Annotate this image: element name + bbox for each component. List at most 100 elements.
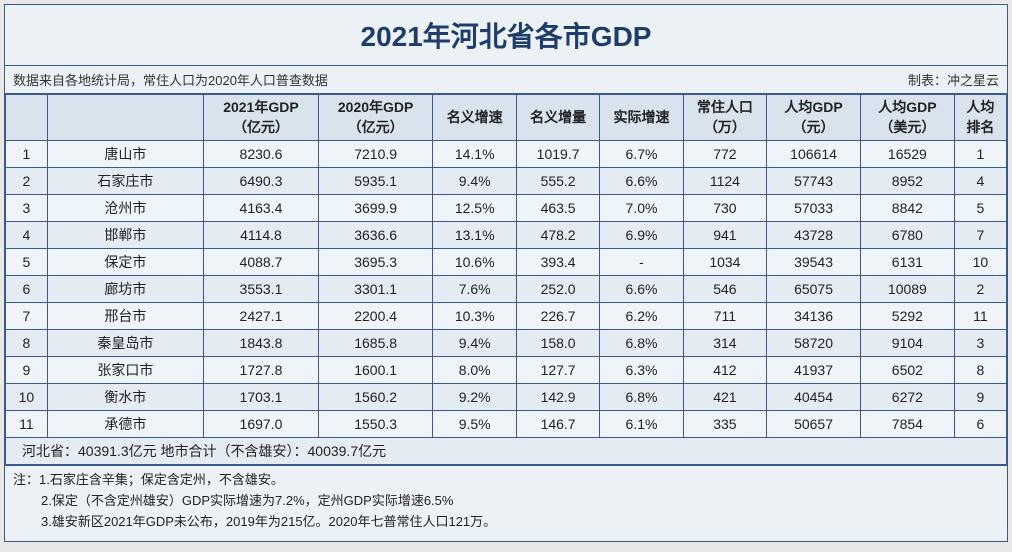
title-bar: 2021年河北省各市GDP [5, 5, 1007, 66]
cell-pop: 546 [683, 276, 766, 303]
cell-nomincr: 478.2 [516, 222, 599, 249]
cell-rank: 6 [6, 276, 48, 303]
cell-nomgrow: 9.4% [433, 168, 516, 195]
cell-pcgdp-usd: 6272 [860, 384, 954, 411]
cell-gdp21: 3553.1 [204, 276, 319, 303]
cell-nomgrow: 12.5% [433, 195, 516, 222]
cell-gdp20: 5935.1 [318, 168, 433, 195]
cell-gdp20: 3301.1 [318, 276, 433, 303]
table-row: 4邯郸市4114.83636.613.1%478.26.9%9414372867… [6, 222, 1007, 249]
source-text: 数据来自各地统计局，常住人口为2020年人口普查数据 [13, 70, 328, 89]
cell-pcrank: 5 [954, 195, 1006, 222]
cell-realgrow: 6.6% [600, 276, 683, 303]
gdp-table: 2021年GDP（亿元） 2020年GDP（亿元） 名义增速 名义增量 实际增速… [5, 94, 1007, 465]
cell-nomincr: 142.9 [516, 384, 599, 411]
cell-city: 秦皇岛市 [47, 330, 203, 357]
cell-pcgdp-usd: 6780 [860, 222, 954, 249]
cell-pcgdp-cny: 50657 [767, 411, 861, 438]
cell-realgrow: 7.0% [600, 195, 683, 222]
credit-text: 制表：冲之星云 [908, 70, 999, 89]
cell-nomgrow: 10.3% [433, 303, 516, 330]
cell-nomgrow: 7.6% [433, 276, 516, 303]
cell-realgrow: 6.8% [600, 330, 683, 357]
cell-nomincr: 146.7 [516, 411, 599, 438]
cell-gdp21: 1843.8 [204, 330, 319, 357]
cell-pcrank: 3 [954, 330, 1006, 357]
table-row: 8秦皇岛市1843.81685.89.4%158.06.8%3145872091… [6, 330, 1007, 357]
cell-rank: 2 [6, 168, 48, 195]
cell-gdp20: 1600.1 [318, 357, 433, 384]
cell-pcrank: 7 [954, 222, 1006, 249]
cell-gdp21: 1697.0 [204, 411, 319, 438]
cell-pcgdp-cny: 39543 [767, 249, 861, 276]
cell-city: 廊坊市 [47, 276, 203, 303]
cell-pcrank: 2 [954, 276, 1006, 303]
cell-gdp21: 4088.7 [204, 249, 319, 276]
cell-pop: 711 [683, 303, 766, 330]
cell-nomincr: 252.0 [516, 276, 599, 303]
table-row: 10衡水市1703.11560.29.2%142.96.8%4214045462… [6, 384, 1007, 411]
cell-pcgdp-cny: 34136 [767, 303, 861, 330]
cell-gdp21: 8230.6 [204, 141, 319, 168]
cell-city: 邯郸市 [47, 222, 203, 249]
table-row: 11承德市1697.01550.39.5%146.76.1%3355065778… [6, 411, 1007, 438]
cell-pcgdp-cny: 41937 [767, 357, 861, 384]
cell-pcgdp-usd: 6502 [860, 357, 954, 384]
table-row: 3沧州市4163.43699.912.5%463.57.0%7305703388… [6, 195, 1007, 222]
table-header: 2021年GDP（亿元） 2020年GDP（亿元） 名义增速 名义增量 实际增速… [6, 95, 1007, 141]
cell-rank: 5 [6, 249, 48, 276]
cell-city: 沧州市 [47, 195, 203, 222]
cell-nomgrow: 14.1% [433, 141, 516, 168]
cell-realgrow: 6.8% [600, 384, 683, 411]
cell-gdp20: 3695.3 [318, 249, 433, 276]
cell-pcgdp-cny: 58720 [767, 330, 861, 357]
cell-realgrow: 6.7% [600, 141, 683, 168]
cell-city: 保定市 [47, 249, 203, 276]
note-1: 1.石家庄含辛集；保定含定州，不含雄安。 [39, 472, 284, 487]
table-row: 2石家庄市6490.35935.19.4%555.26.6%1124577438… [6, 168, 1007, 195]
cell-rank: 3 [6, 195, 48, 222]
cell-city: 承德市 [47, 411, 203, 438]
table-row: 7邢台市2427.12200.410.3%226.76.2%7113413652… [6, 303, 1007, 330]
cell-rank: 9 [6, 357, 48, 384]
cell-gdp21: 4163.4 [204, 195, 319, 222]
cell-city: 唐山市 [47, 141, 203, 168]
cell-realgrow: 6.3% [600, 357, 683, 384]
cell-realgrow: 6.6% [600, 168, 683, 195]
note-line-1: 注：1.石家庄含辛集；保定含定州，不含雄安。 [13, 470, 999, 491]
cell-nomgrow: 9.4% [433, 330, 516, 357]
cell-rank: 11 [6, 411, 48, 438]
cell-gdp20: 1685.8 [318, 330, 433, 357]
note-line-2: 2.保定（不含定州雄安）GDP实际增速为7.2%，定州GDP实际增速6.5% [13, 491, 999, 512]
cell-pop: 941 [683, 222, 766, 249]
cell-pcrank: 10 [954, 249, 1006, 276]
info-row: 数据来自各地统计局，常住人口为2020年人口普查数据 制表：冲之星云 [5, 66, 1007, 94]
cell-realgrow: 6.1% [600, 411, 683, 438]
cell-pcgdp-cny: 65075 [767, 276, 861, 303]
table-row: 1唐山市8230.67210.914.1%1019.76.7%772106614… [6, 141, 1007, 168]
cell-pcrank: 6 [954, 411, 1006, 438]
cell-rank: 4 [6, 222, 48, 249]
cell-pcgdp-usd: 8842 [860, 195, 954, 222]
cell-pcrank: 9 [954, 384, 1006, 411]
cell-nomgrow: 8.0% [433, 357, 516, 384]
cell-nomgrow: 10.6% [433, 249, 516, 276]
cell-pcgdp-cny: 106614 [767, 141, 861, 168]
page-title: 2021年河北省各市GDP [5, 15, 1007, 55]
cell-city: 张家口市 [47, 357, 203, 384]
cell-pcrank: 11 [954, 303, 1006, 330]
cell-gdp20: 2200.4 [318, 303, 433, 330]
cell-nomincr: 158.0 [516, 330, 599, 357]
table-row: 9张家口市1727.81600.18.0%127.76.3%4124193765… [6, 357, 1007, 384]
cell-pcgdp-usd: 10089 [860, 276, 954, 303]
cell-city: 衡水市 [47, 384, 203, 411]
cell-pcgdp-cny: 57743 [767, 168, 861, 195]
table-row: 6廊坊市3553.13301.17.6%252.06.6%54665075100… [6, 276, 1007, 303]
cell-pcgdp-usd: 7854 [860, 411, 954, 438]
cell-nomincr: 1019.7 [516, 141, 599, 168]
cell-pop: 335 [683, 411, 766, 438]
col-header-city [47, 95, 203, 141]
summary-row: 河北省：40391.3亿元 地市合计（不含雄安）：40039.7亿元 [6, 438, 1007, 465]
cell-gdp21: 2427.1 [204, 303, 319, 330]
cell-gdp21: 4114.8 [204, 222, 319, 249]
